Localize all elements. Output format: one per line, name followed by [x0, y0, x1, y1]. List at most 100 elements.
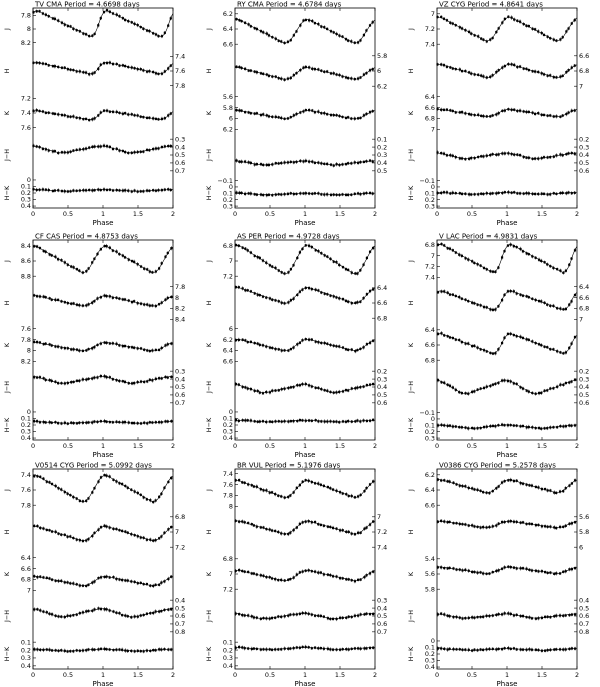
data-point — [53, 17, 57, 20]
data-point — [240, 160, 243, 163]
data-point — [60, 189, 64, 193]
data-point — [298, 483, 301, 487]
data-point — [53, 65, 57, 68]
data-point — [365, 29, 368, 32]
data-point — [259, 526, 262, 529]
data-point — [338, 34, 341, 37]
data-point — [157, 118, 160, 121]
data-point — [458, 616, 461, 619]
data-point — [359, 193, 362, 196]
data-point — [158, 495, 161, 498]
data-point — [341, 115, 344, 119]
data-point — [133, 615, 136, 618]
data-point — [105, 376, 108, 379]
data-point — [105, 245, 108, 248]
data-point — [503, 17, 506, 21]
data-point — [136, 582, 139, 585]
data-point — [130, 421, 134, 425]
data-point — [534, 426, 537, 430]
data-point — [35, 376, 39, 379]
data-point — [473, 156, 476, 160]
data-point — [57, 649, 60, 652]
data-point — [553, 526, 556, 529]
data-point — [525, 67, 528, 70]
data-point — [307, 286, 311, 290]
data-point — [247, 614, 250, 617]
data-point — [148, 421, 151, 424]
data-point — [250, 615, 253, 618]
data-point — [133, 490, 136, 493]
data-point — [491, 570, 494, 574]
y-tick-label: 7.6 — [21, 124, 31, 132]
data-point — [149, 649, 152, 653]
data-point — [310, 521, 313, 524]
data-point — [102, 144, 106, 147]
data-point — [489, 270, 492, 273]
data-point — [136, 150, 139, 154]
data-point — [130, 151, 133, 154]
data-point — [368, 613, 372, 616]
data-point — [356, 647, 360, 650]
data-point — [320, 388, 323, 391]
data-point — [258, 343, 261, 346]
data-point — [115, 480, 118, 483]
data-point — [54, 421, 57, 424]
data-point — [559, 153, 562, 156]
data-point — [302, 192, 305, 195]
data-point — [255, 647, 258, 651]
data-point — [170, 247, 173, 250]
data-point — [561, 74, 564, 77]
data-point — [516, 19, 519, 22]
data-point — [63, 261, 66, 264]
data-point — [41, 110, 45, 113]
data-point — [66, 24, 69, 28]
data-point — [69, 150, 72, 153]
data-point — [167, 608, 170, 611]
data-point — [32, 11, 35, 14]
data-point — [249, 387, 253, 391]
data-point — [133, 151, 136, 154]
x-tick-label: 0.5 — [265, 671, 275, 679]
data-point — [443, 290, 446, 293]
data-point — [255, 27, 258, 31]
data-point — [344, 38, 348, 41]
data-point — [121, 189, 125, 192]
data-point — [91, 145, 94, 148]
data-point — [552, 266, 555, 270]
data-point — [363, 527, 366, 530]
data-point — [39, 648, 42, 651]
data-point — [565, 192, 568, 195]
y-tick-label: 6.8 — [21, 576, 31, 584]
data-point — [362, 419, 365, 422]
data-point — [127, 382, 130, 385]
data-point — [277, 579, 280, 582]
data-point — [246, 249, 249, 252]
data-point — [540, 259, 543, 263]
data-point — [105, 575, 108, 578]
data-point — [534, 569, 538, 572]
data-point — [332, 193, 335, 196]
data-point — [246, 419, 249, 422]
y-tick-label: 0.1 — [21, 638, 31, 646]
data-point — [359, 647, 362, 650]
data-point — [48, 343, 51, 346]
data-point — [320, 252, 323, 255]
data-point — [136, 114, 139, 117]
data-point — [322, 484, 325, 487]
data-point — [157, 72, 160, 76]
model-curve — [436, 290, 578, 310]
data-point — [142, 496, 145, 499]
data-point — [491, 490, 494, 493]
data-point — [443, 244, 446, 247]
data-point — [151, 421, 154, 424]
data-point — [270, 491, 274, 494]
model-curve — [436, 243, 578, 273]
data-point — [497, 381, 500, 385]
y-tick-label: 8 — [27, 25, 31, 33]
data-point — [440, 152, 443, 155]
data-point — [335, 575, 338, 578]
data-point — [47, 149, 50, 152]
y-tick-label: 0.4 — [175, 596, 185, 604]
data-point — [250, 523, 253, 526]
data-point — [440, 479, 443, 482]
